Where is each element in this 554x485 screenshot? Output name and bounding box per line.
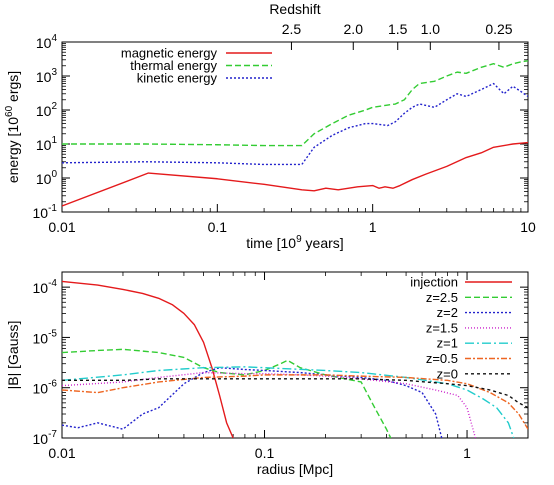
legend-label: z=2.5: [426, 290, 458, 305]
y-tick-label: 101: [36, 135, 58, 153]
x-axis-title: radius [Mpc]: [257, 461, 333, 477]
y-tick-label: 10-1: [33, 203, 58, 221]
top-tick-label: 2.5: [282, 21, 302, 37]
series-line-z-2-5: [62, 348, 392, 438]
legend-label: z=1.5: [426, 320, 458, 335]
series-line-z-2: [62, 367, 443, 438]
series-line-thermal-energy: [62, 60, 528, 147]
y-tick-label: 104: [36, 33, 58, 51]
plot-frame: [61, 41, 529, 213]
series-line-z-0-5: [62, 374, 528, 430]
y-axis-title: energy [1060 ergs]: [4, 71, 21, 183]
x-tick-label: 0.01: [48, 219, 75, 235]
series-group: [62, 60, 528, 207]
top-tick-label: 1.0: [421, 21, 441, 37]
x-axis-title: time [109 years]: [246, 234, 343, 251]
series-line-magnetic-energy: [62, 141, 528, 207]
x-tick-label: 10: [520, 219, 536, 235]
x-tick-label: 1: [369, 219, 377, 235]
top-tick-label: 0.25: [485, 21, 512, 37]
plot-frame: [61, 271, 529, 439]
y-tick-label: 10-6: [33, 379, 58, 397]
y-tick-label: 100: [36, 169, 58, 187]
legend-label: z=0.5: [426, 351, 458, 366]
y-tick-label: 103: [36, 67, 58, 85]
y-tick-label: 10-4: [33, 278, 58, 296]
y-tick-label: 10-7: [33, 429, 58, 447]
x-tick-label: 1: [463, 445, 471, 461]
top-tick-label: 2.0: [344, 21, 364, 37]
y-axis-title: |B| [Gauss]: [5, 321, 21, 390]
series-line-kinetic-energy: [62, 82, 528, 166]
x-tick-label: 0.1: [208, 219, 228, 235]
legend-label: thermal energy: [130, 58, 217, 73]
series-group: [62, 280, 528, 438]
legend-label: injection: [410, 275, 458, 290]
energy-panel: 0.01 0.1 1 10 10-1 100 101 102 103 104 2.5 2.0 1.5 1.…: [4, 1, 536, 251]
y-tick-label: 102: [36, 101, 58, 119]
top-axis-title: Redshift: [269, 1, 320, 17]
legend-label: z=0: [437, 366, 458, 381]
magnetic-field-panel: 0.01 0.1 1 10-7 10-6 10-5 10-4 radius [Mpc] |B| …: [5, 271, 529, 477]
top-tick-label: 1.5: [388, 21, 408, 37]
x-tick-label: 0.1: [255, 445, 275, 461]
series-line-injection: [62, 280, 234, 438]
legend-label: kinetic energy: [137, 71, 218, 86]
legend-label: z=1: [437, 336, 458, 351]
legend-label: magnetic energy: [121, 46, 218, 61]
x-tick-label: 0.01: [48, 445, 75, 461]
y-tick-label: 10-5: [33, 328, 58, 346]
legend-label: z=2: [437, 305, 458, 320]
